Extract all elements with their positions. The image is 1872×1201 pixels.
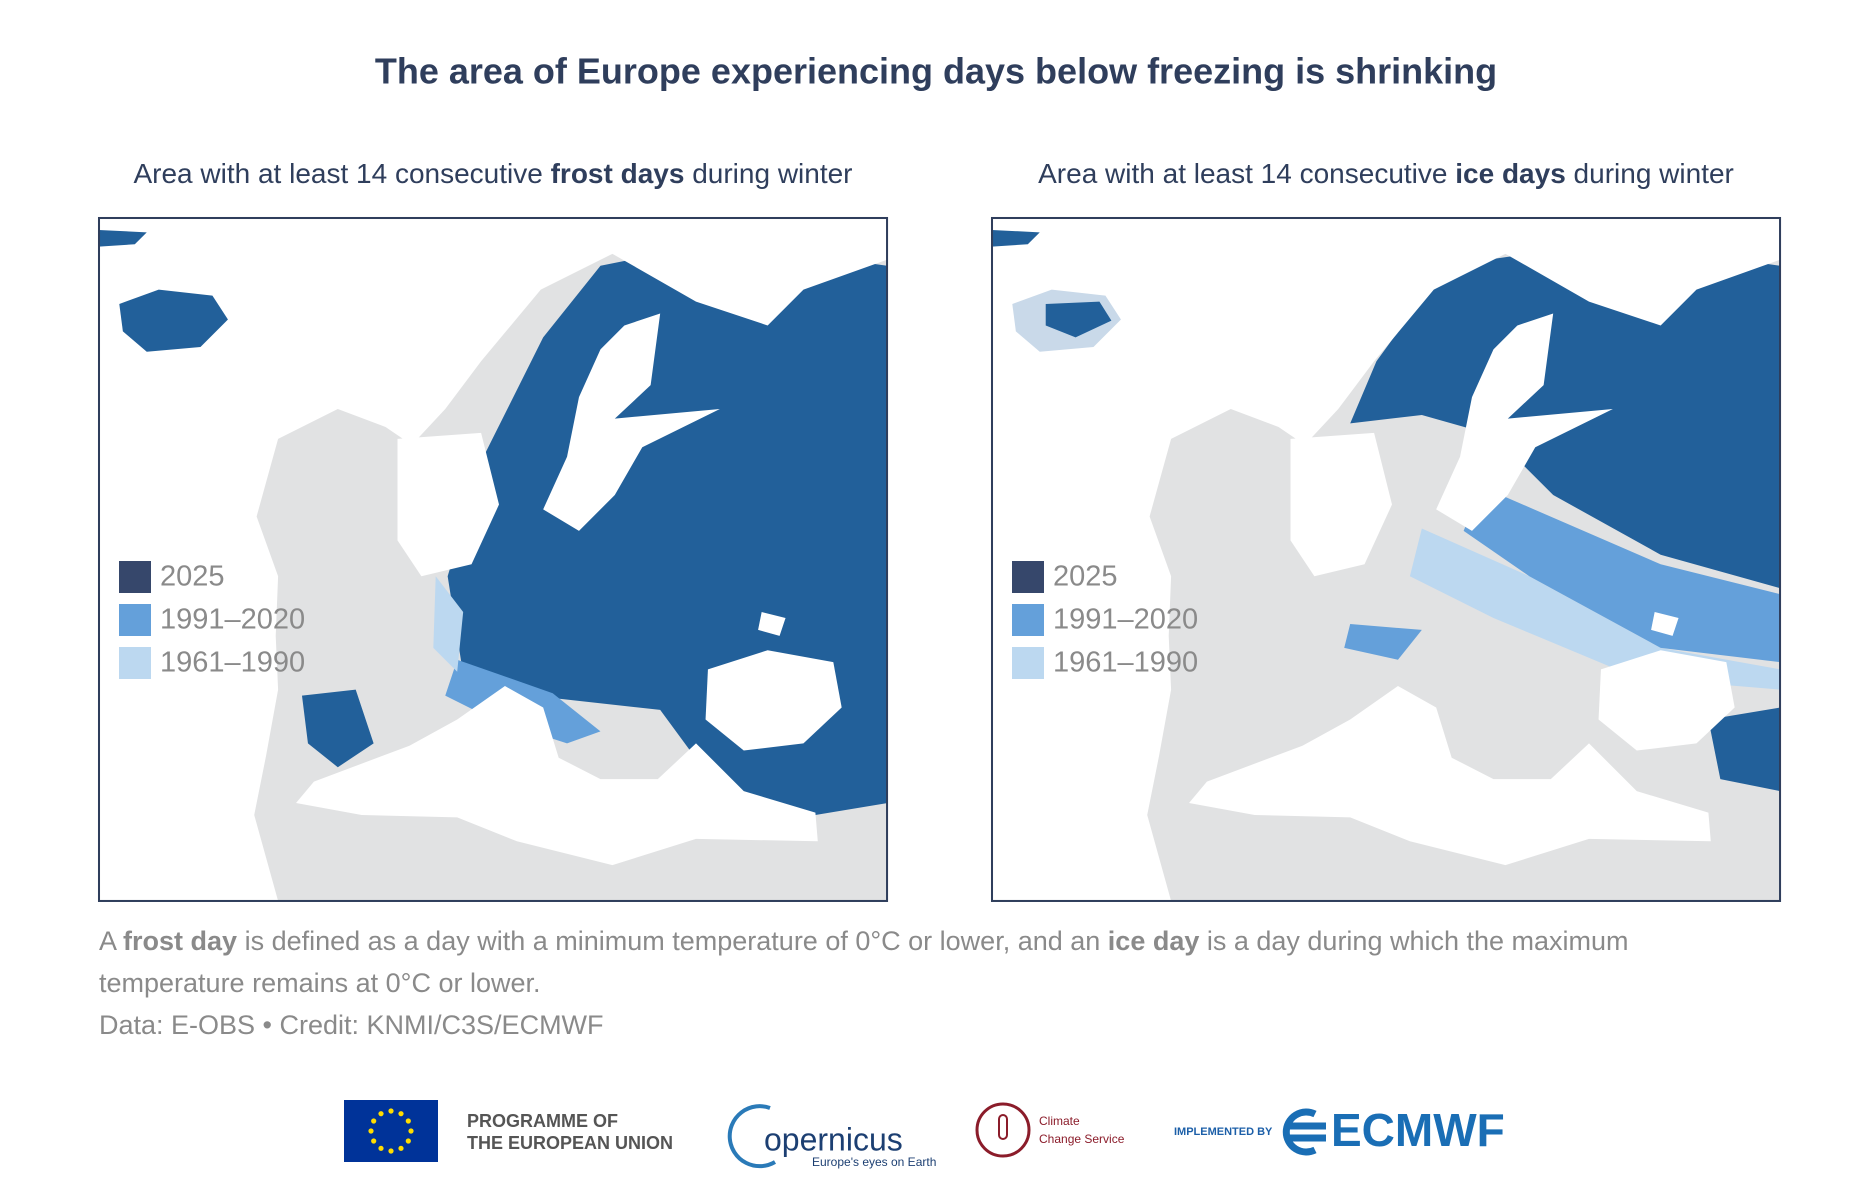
star <box>405 1118 411 1124</box>
legend-label: 1961–1990 <box>160 647 305 679</box>
legend-label: 1961–1990 <box>1053 647 1198 679</box>
footnote: temperature remains at 0°C or lower. <box>99 968 540 998</box>
c3s-icon <box>975 1102 1031 1158</box>
star <box>371 1138 377 1144</box>
footnote-part: is defined as a day with a minimum tempe… <box>237 926 1108 956</box>
subtitle-part: Area with at least 14 consecutive <box>133 158 550 189</box>
eu-stars <box>368 1108 414 1154</box>
logos: PROGRAMME OF THE EUROPEAN UNION opernicu… <box>344 1100 1505 1169</box>
c3s-thermometer <box>998 1114 1008 1140</box>
eu-text: THE EUROPEAN UNION <box>467 1133 673 1153</box>
star <box>388 1108 394 1114</box>
subtitle-part: frost days <box>551 158 685 189</box>
star <box>388 1148 394 1154</box>
subtitle-part: ice days <box>1455 158 1566 189</box>
footnote-part: ice day <box>1108 926 1200 956</box>
frost-map <box>97 216 889 902</box>
footnote-part: A <box>99 926 123 956</box>
star <box>405 1138 411 1144</box>
subtitle-part: during winter <box>684 158 852 189</box>
ice-map <box>990 216 1782 902</box>
subtitle-part: Area with at least 14 consecutive <box>1038 158 1455 189</box>
star <box>378 1145 384 1151</box>
c3s-text: Climate <box>1039 1114 1080 1128</box>
legend-label: 2025 <box>1053 561 1118 593</box>
copernicus-c <box>727 1104 777 1169</box>
legend-swatch <box>1012 604 1044 636</box>
copernicus-tagline: Europe's eyes on Earth <box>812 1155 936 1169</box>
legend-label: 1991–2020 <box>160 604 305 636</box>
legend-swatch <box>119 561 151 593</box>
ecmwf-mark <box>1282 1108 1326 1156</box>
star <box>378 1111 384 1117</box>
eu-text: PROGRAMME OF <box>467 1111 618 1131</box>
title: The area of Europe experiencing days bel… <box>375 51 1497 92</box>
star <box>368 1128 374 1134</box>
legend-label: 1991–2020 <box>1053 604 1198 636</box>
star <box>371 1118 377 1124</box>
subtitle: Area with at least 14 consecutive ice da… <box>1038 158 1734 189</box>
star <box>398 1111 404 1117</box>
legend-label: 2025 <box>160 561 225 593</box>
subtitle-part: during winter <box>1566 158 1734 189</box>
footnote-part: is a day during which the maximum <box>1199 926 1628 956</box>
legend-swatch <box>119 647 151 679</box>
implemented-text: IMPLEMENTED BY <box>1174 1126 1273 1138</box>
footnote-part: temperature remains at 0°C or lower. <box>99 968 540 998</box>
subtitle: Area with at least 14 consecutive frost … <box>133 158 852 189</box>
legend-swatch <box>1012 647 1044 679</box>
star <box>408 1128 414 1134</box>
legend-swatch <box>119 604 151 636</box>
source: Data: E-OBS • Credit: KNMI/C3S/ECMWF <box>99 1010 604 1040</box>
star <box>398 1145 404 1151</box>
ecmwf-text: ECMWF <box>1331 1104 1505 1156</box>
footnote: A frost day is defined as a day with a m… <box>99 926 1629 956</box>
copernicus-text: opernicus <box>764 1121 903 1157</box>
legend-swatch <box>1012 561 1044 593</box>
footnote-part: frost day <box>123 926 237 956</box>
c3s-text: Change Service <box>1039 1132 1125 1146</box>
